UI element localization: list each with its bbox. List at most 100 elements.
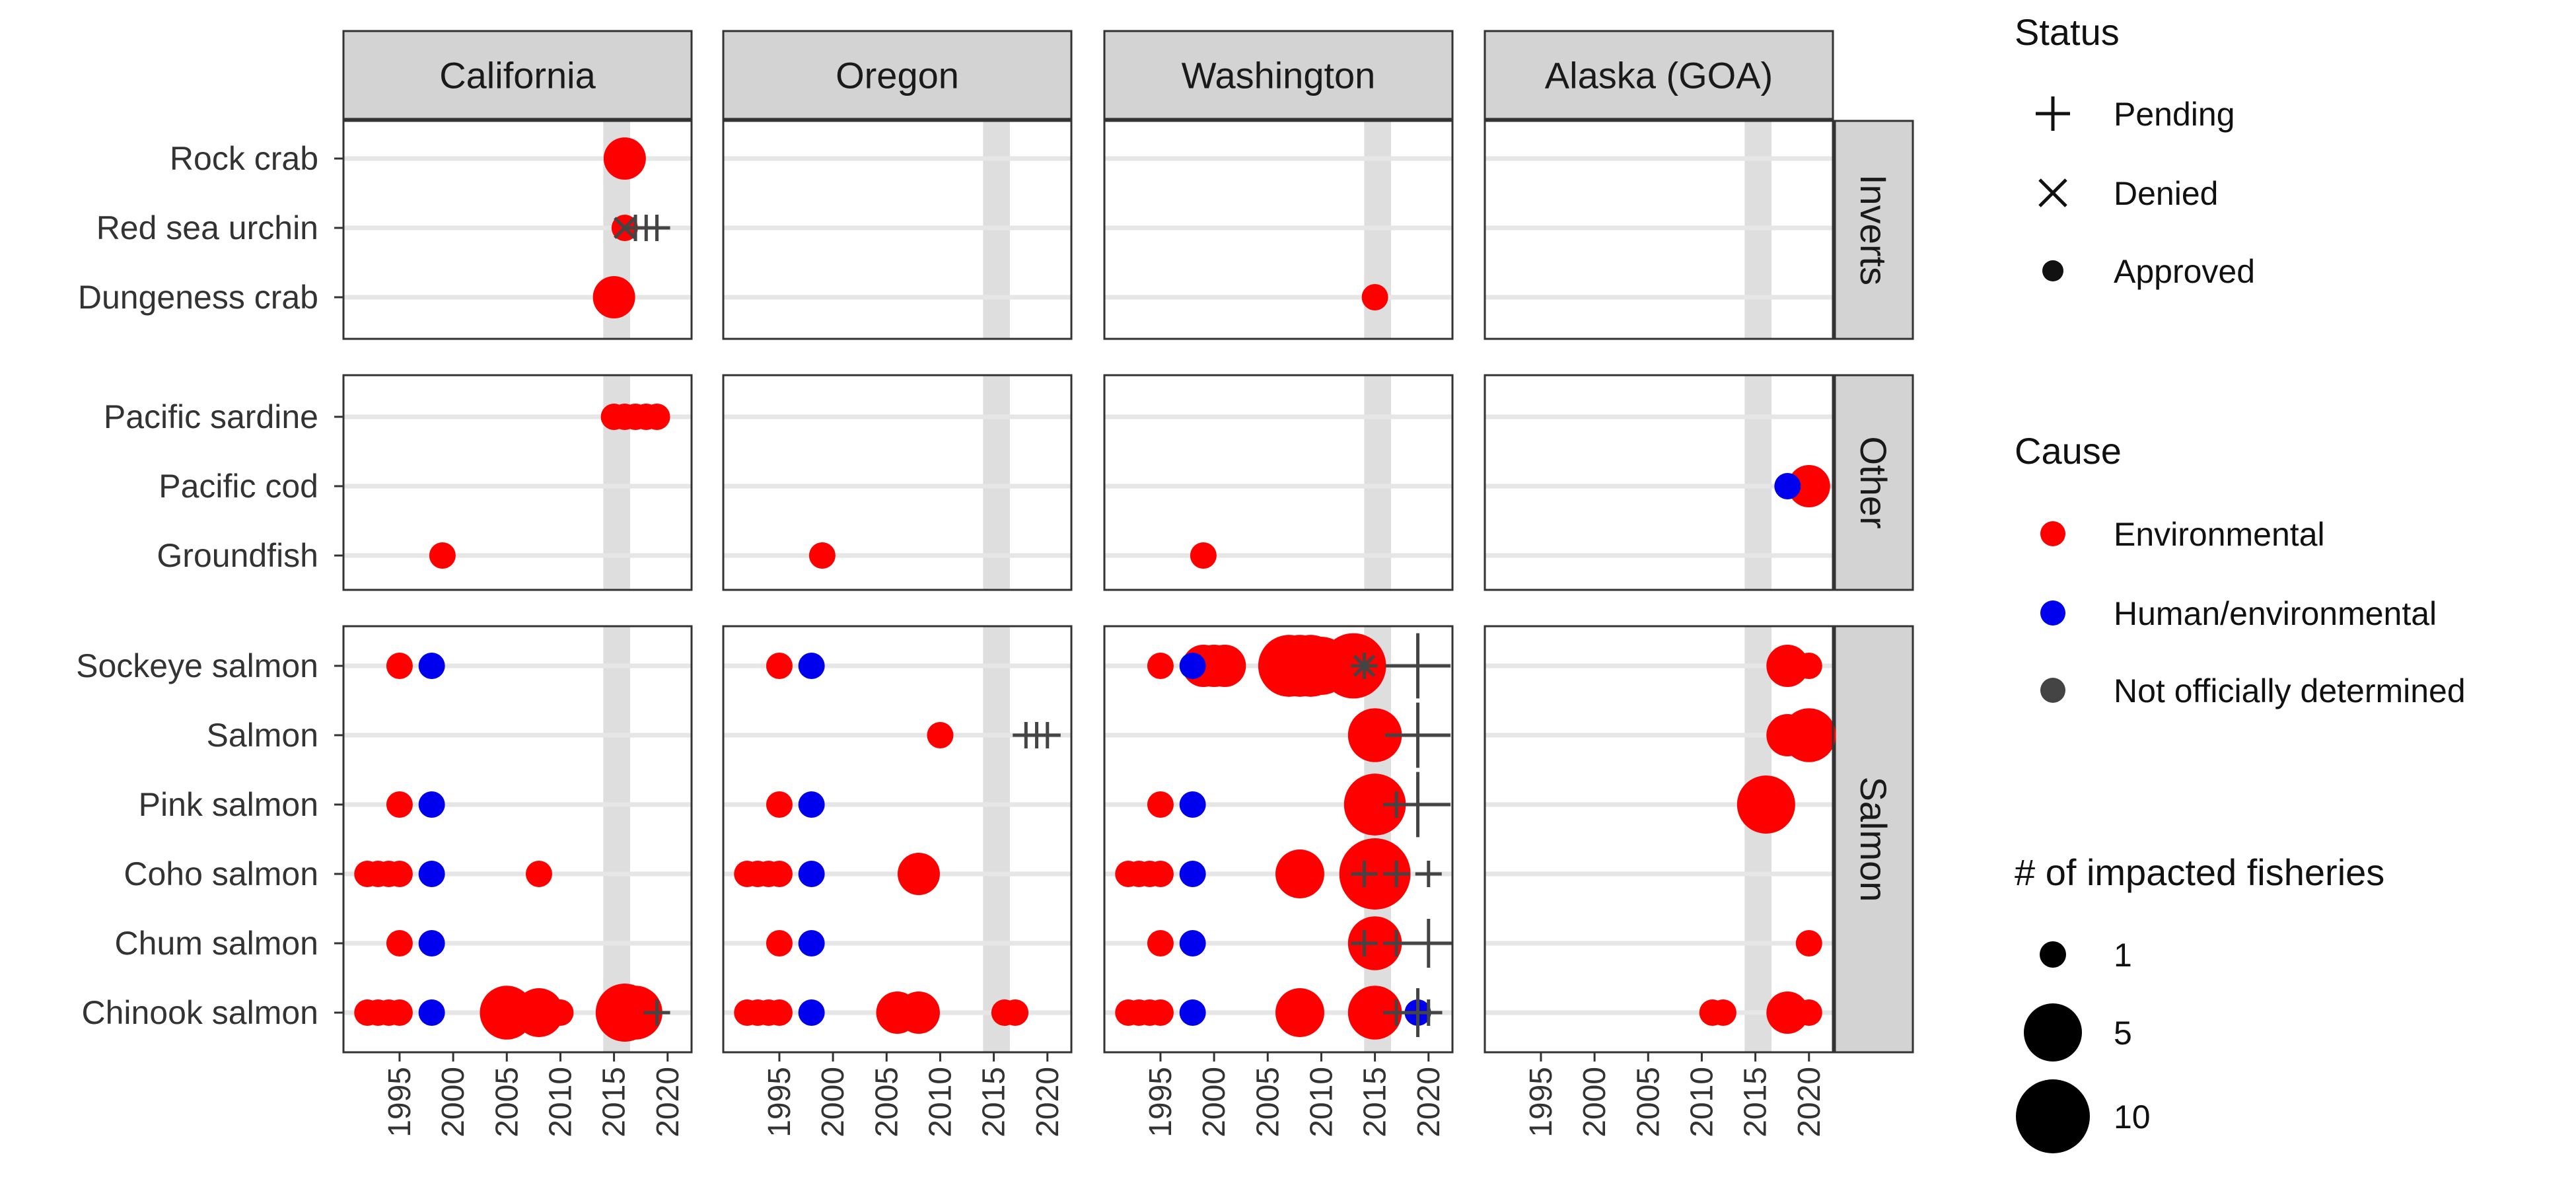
point-pacific-cod-2018 (1774, 473, 1801, 499)
point-dungeness-crab-2015 (592, 276, 635, 318)
panel-oregon-inverts (722, 120, 1073, 340)
strip-label: Washington (1182, 55, 1376, 96)
x-tick-label: 2000 (1197, 1067, 1232, 1137)
point-pink-salmon-2016 (1736, 775, 1795, 834)
point-chinook-salmon-2017 (608, 986, 662, 1040)
point-sockeye-salmon-1998 (1179, 653, 1206, 679)
point-pink-salmon-1995 (766, 791, 793, 818)
point-chinook-salmon-2018 (1766, 991, 1809, 1034)
legend-label-approved: Approved (2114, 253, 2255, 290)
strip-oregon: Oregon (722, 30, 1073, 120)
point-dungeness-crab-2015 (1361, 284, 1388, 310)
point-pink-salmon-1998 (1179, 791, 1206, 818)
point-chum-salmon-1998 (1179, 930, 1206, 956)
x-axis-oregon: 1995 2000 2005 2010 2015 2020 (762, 1052, 1065, 1137)
point-coho-salmon-2008 (897, 853, 940, 895)
point-chum-salmon-1998 (418, 930, 445, 956)
point-denied-sockeye-salmon-2014 (1353, 655, 1376, 677)
x-tick-label: 2010 (923, 1067, 958, 1137)
y-tick-label: Dungeness crab (78, 279, 318, 316)
point-coho-salmon-1998 (418, 861, 445, 887)
legend: Status Pending Denied Approved Cause Environm… (2015, 11, 2466, 1153)
point-pending-coho-salmon-2014 (1351, 861, 1378, 887)
point-chinook-salmon-2020 (1795, 999, 1822, 1026)
panel-washington-other (1103, 374, 1454, 591)
point-pending-coho-salmon-2020 (1415, 861, 1442, 887)
point-pink-salmon-1995 (386, 791, 413, 818)
panel-alaska-goa-other (1484, 374, 1834, 591)
point-chum-salmon-1995 (1147, 930, 1174, 956)
point-pending-chinook-salmon-2019 (643, 999, 670, 1026)
panel-california-other (342, 374, 693, 591)
y-tick-label: Groundfish (157, 537, 318, 574)
row-strip-label: Inverts (1853, 174, 1894, 285)
panel-oregon-other (722, 374, 1073, 591)
legend-label-denied: Denied (2114, 175, 2218, 212)
point-chinook-salmon-1998 (418, 999, 445, 1026)
x-tick-label: 2020 (1030, 1067, 1065, 1137)
y-tick-label: Coho salmon (124, 855, 318, 892)
x-tick-label: 2005 (489, 1067, 524, 1137)
panel-washington-inverts (1103, 120, 1454, 340)
x-axis-alaska-goa: 1995 2000 2005 2010 2015 2020 (1524, 1052, 1827, 1137)
legend-key-size-10 (2016, 1079, 2090, 1153)
legend-title-size: # of impacted fisheries (2015, 851, 2384, 893)
x-tick-label: 2010 (1304, 1067, 1339, 1137)
point-coho-salmon-2008 (1275, 849, 1324, 898)
point-pending-salmon-2019 (1385, 702, 1450, 768)
strip-label: Alaska (GOA) (1545, 55, 1773, 96)
strip-california: California (342, 30, 693, 120)
point-chinook-salmon-1998 (1179, 999, 1206, 1026)
panels-layer: California Oregon Washington Alaska (GOA) In… (76, 30, 1914, 1137)
panel-washington-salmon (1103, 625, 1454, 1054)
point-chinook-salmon-1998 (798, 999, 825, 1026)
x-tick-label: 2000 (816, 1067, 851, 1137)
y-tick-label: Red sea urchin (96, 209, 318, 246)
y-tick-label: Pink salmon (139, 786, 318, 823)
point-chinook-salmon-2008 (1275, 988, 1324, 1037)
legend-key-pending (2036, 96, 2070, 131)
point-sockeye-salmon-2020 (1795, 653, 1822, 679)
panel-alaska-goa-salmon (1484, 625, 1836, 1054)
point-pacific-sardine-2019 (643, 404, 670, 430)
x-tick-label: 1995 (1524, 1067, 1559, 1137)
point-pending-sockeye-salmon-2019 (1385, 633, 1450, 699)
point-chum-salmon-1995 (766, 930, 793, 956)
point-pink-salmon-1995 (1147, 791, 1174, 818)
row-strip-other: Other (1834, 374, 1914, 591)
legend-label-size-1: 1 (2114, 937, 2132, 974)
legend-key-size-5 (2024, 1003, 2082, 1062)
panel-oregon-salmon (722, 625, 1073, 1054)
point-chum-salmon-2020 (1795, 930, 1822, 956)
legend-title-cause: Cause (2015, 430, 2122, 472)
x-tick-label: 2015 (1358, 1067, 1393, 1137)
y-tick-label: Sockeye salmon (76, 647, 318, 684)
point-chum-salmon-1995 (386, 930, 413, 956)
point-sockeye-salmon-1998 (418, 653, 445, 679)
point-salmon-2018 (1766, 714, 1809, 756)
x-tick-label: 2000 (436, 1067, 471, 1137)
strip-label: Oregon (836, 55, 959, 96)
point-pending-pink-salmon-2019 (1385, 772, 1450, 838)
point-pending-salmon-2020 (1034, 722, 1061, 748)
x-tick-label: 2005 (869, 1067, 904, 1137)
point-chinook-salmon-2015 (1347, 986, 1402, 1040)
point-coho-salmon-1998 (798, 861, 825, 887)
strip-alaska-goa: Alaska (GOA) (1484, 30, 1834, 120)
x-tick-label: 1995 (382, 1067, 417, 1137)
point-groundfish-1999 (1190, 542, 1217, 569)
point-chinook-salmon-2010 (547, 999, 574, 1026)
point-rock-crab-2016 (603, 137, 646, 180)
point-chinook-salmon-2017 (1002, 999, 1029, 1026)
x-tick-label: 2015 (597, 1067, 632, 1137)
legend-label-human-environmental: Human/environmental (2114, 595, 2437, 632)
point-chinook-salmon-1995 (766, 999, 793, 1026)
point-sockeye-salmon-2001 (1203, 645, 1246, 687)
x-tick-label: 1995 (1143, 1067, 1178, 1137)
legend-key-human-environmental (2040, 600, 2065, 626)
point-chum-salmon-1998 (798, 930, 825, 956)
x-axis-washington: 1995 2000 2005 2010 2015 2020 (1143, 1052, 1447, 1137)
panel-california-salmon (342, 625, 693, 1054)
point-coho-salmon-1995 (766, 861, 793, 887)
